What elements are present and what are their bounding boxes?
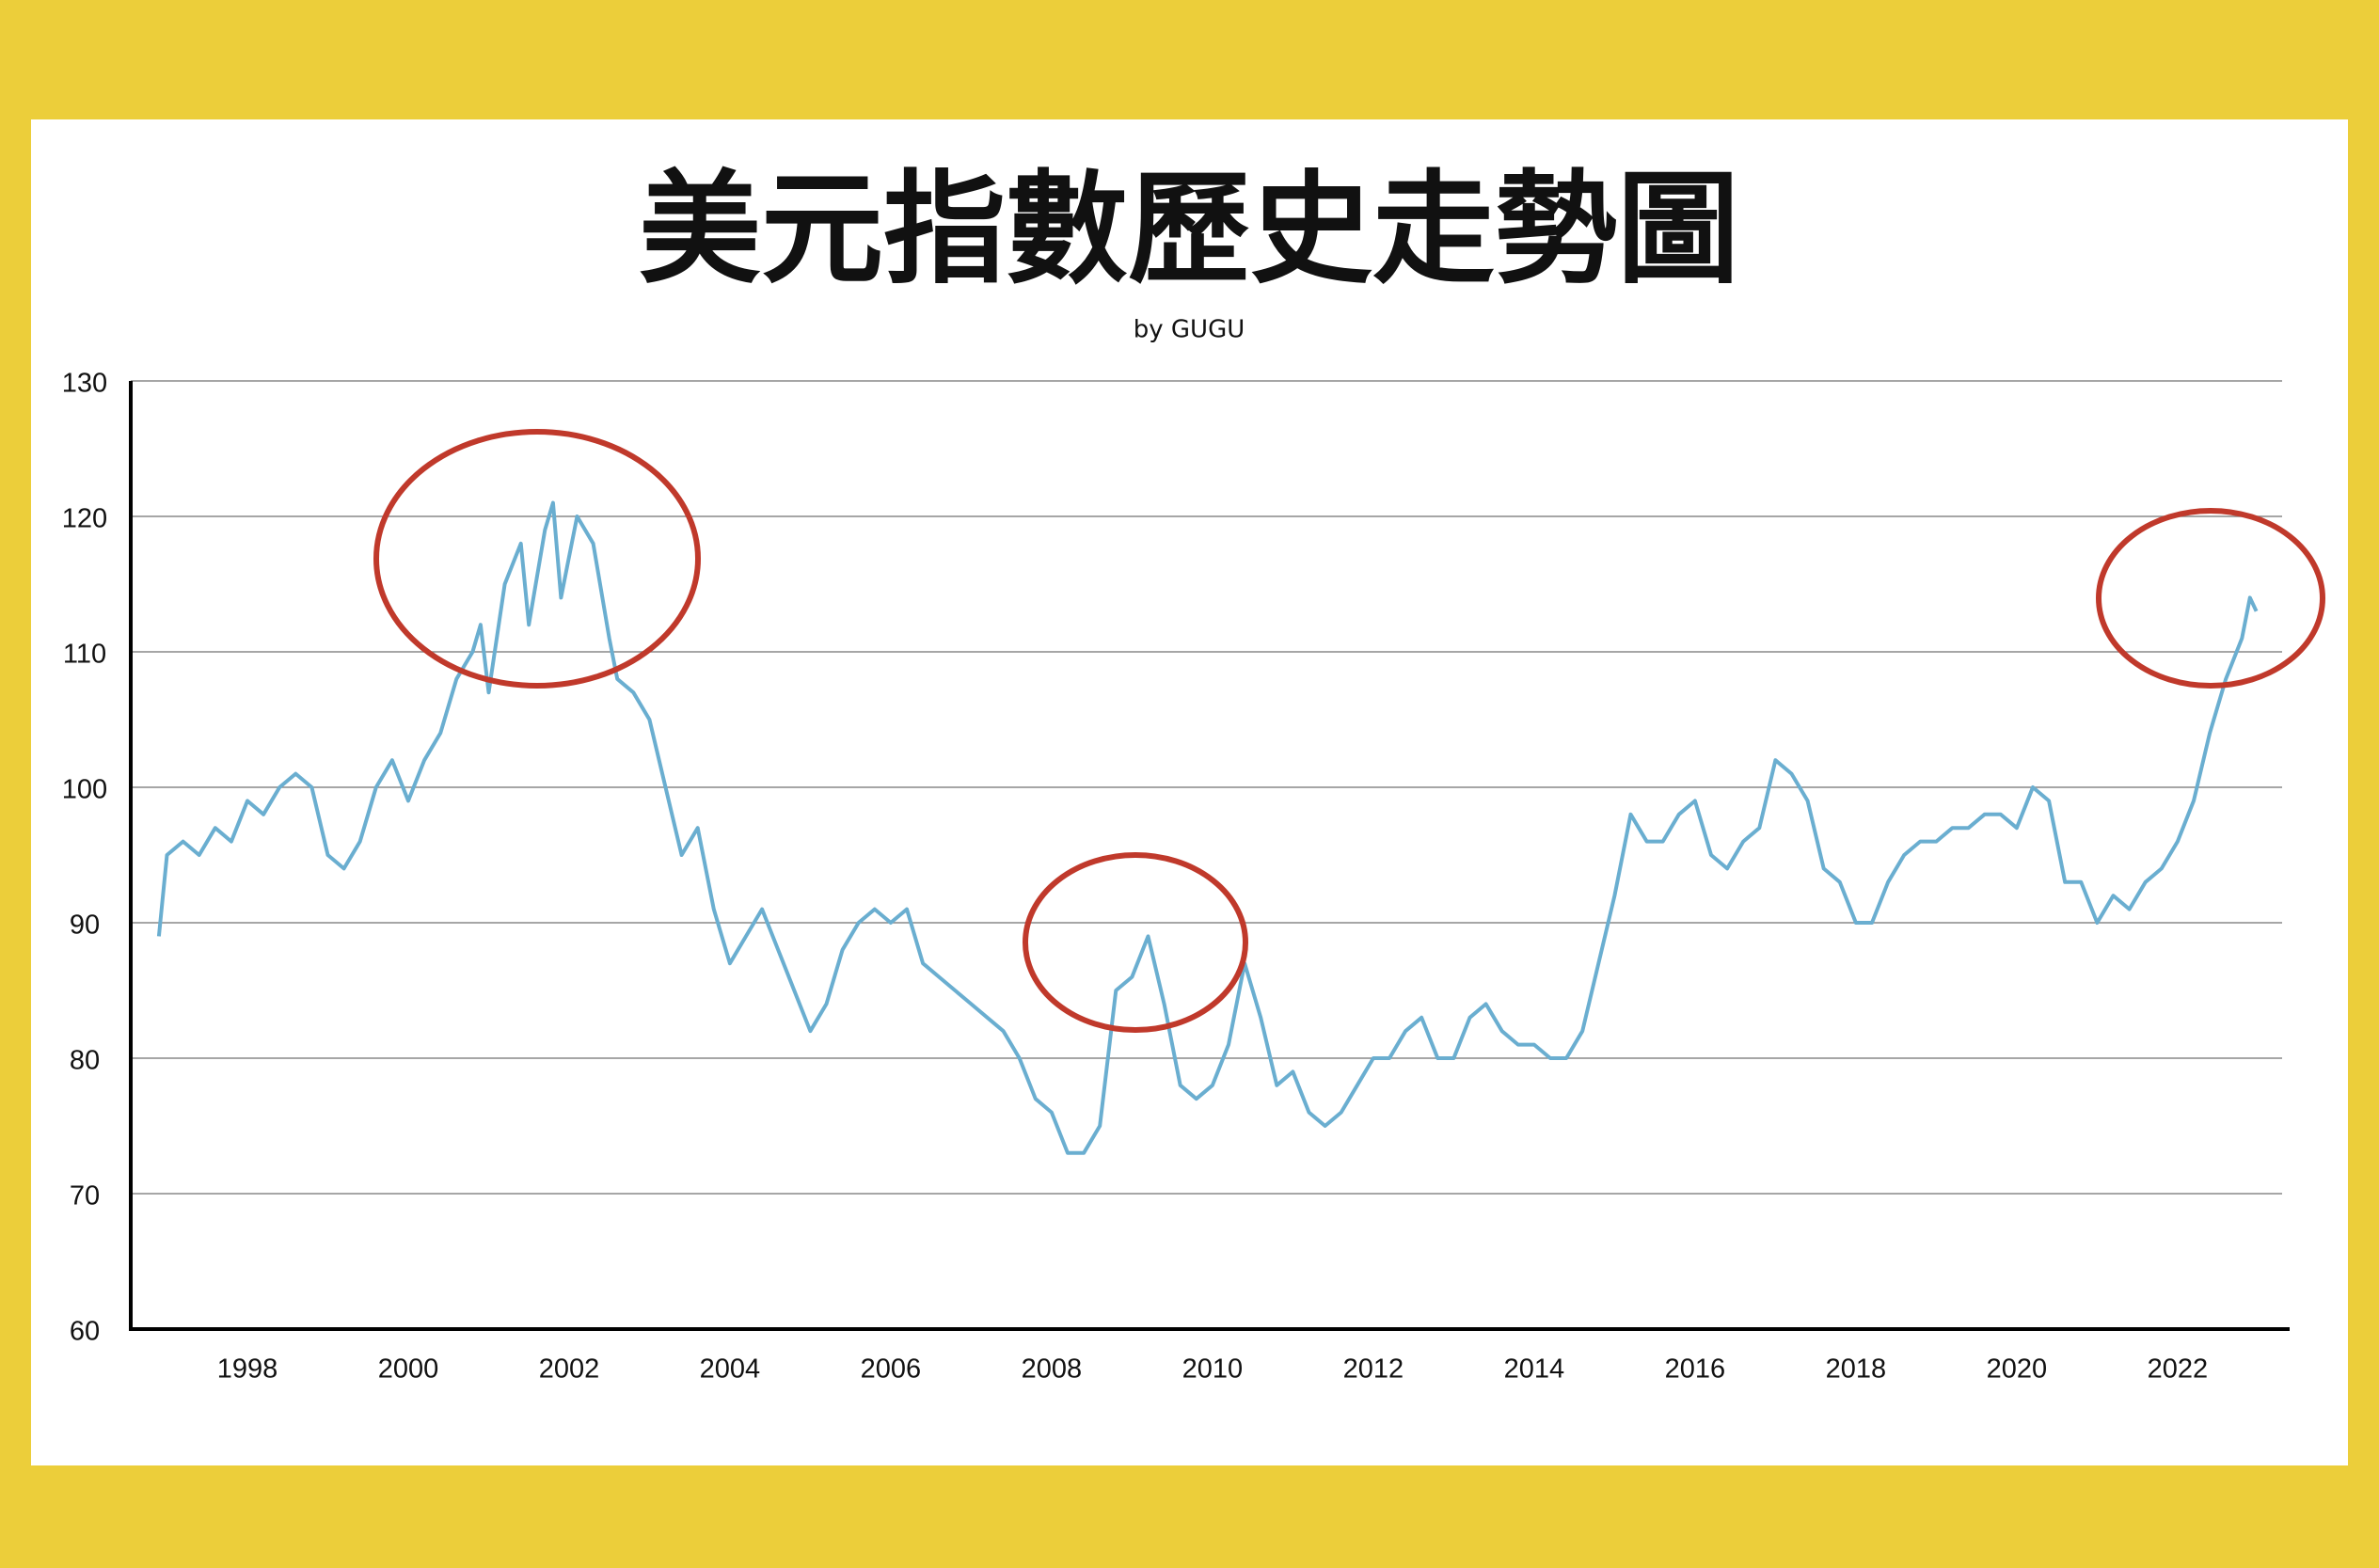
y-tick-label: 120 [62,504,107,534]
chart-title: 美元指數歷史走勢圖 [639,158,1739,301]
y-tick-label: 130 [62,369,107,399]
highlight-circle [1023,852,1248,1033]
x-tick-label: 1998 [217,1354,278,1385]
y-tick-label: 90 [70,911,100,941]
x-tick-label: 2022 [2148,1354,2209,1385]
y-tick-label: 100 [62,775,107,805]
x-tick-label: 2020 [1987,1354,2048,1385]
x-tick-label: 2014 [1504,1354,1565,1385]
x-tick-label: 2010 [1182,1354,1244,1385]
x-tick-label: 2012 [1343,1354,1404,1385]
highlight-circle [2096,508,2325,689]
data-line [156,500,2259,1155]
x-tick-label: 2004 [700,1354,761,1385]
x-tick-label: 2016 [1665,1354,1726,1385]
y-tick-label: 70 [70,1181,100,1212]
panel [31,119,2348,1465]
y-tick-label: 110 [63,640,106,670]
chart-subtitle: by GUGU [1134,316,1245,344]
x-tick-label: 2002 [539,1354,600,1385]
highlight-circle [373,429,701,689]
x-tick-label: 2018 [1826,1354,1887,1385]
x-tick-label: 2000 [378,1354,439,1385]
y-tick-label: 80 [70,1046,100,1076]
x-tick-label: 2008 [1022,1354,1083,1385]
x-tick-label: 2006 [861,1354,922,1385]
y-tick-label: 60 [70,1317,100,1347]
